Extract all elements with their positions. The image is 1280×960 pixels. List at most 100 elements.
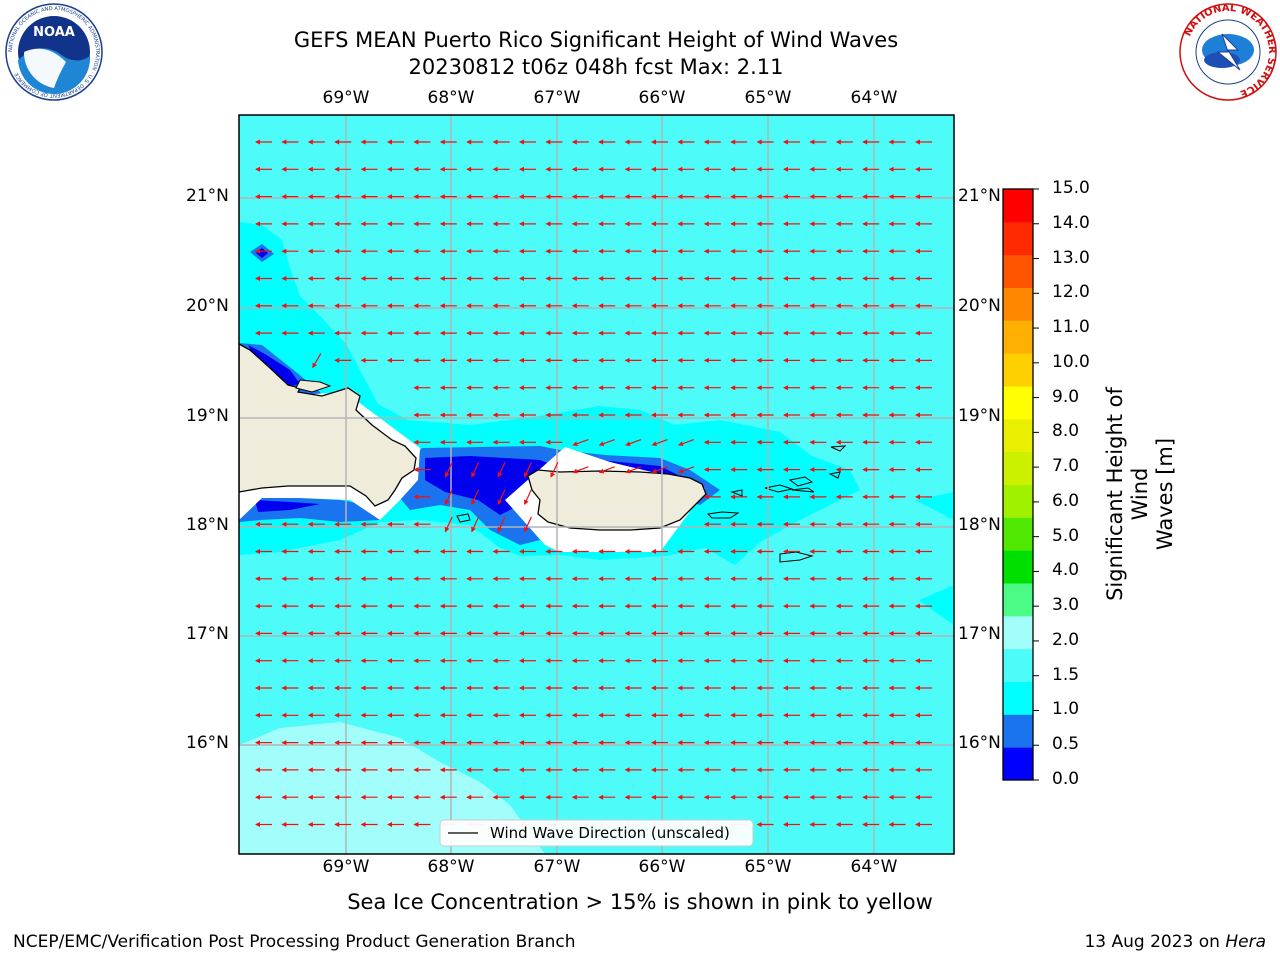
wave-direction-arrow — [387, 194, 404, 200]
wave-direction-arrow — [255, 658, 272, 664]
wave-direction-arrow — [651, 248, 668, 254]
wave-direction-arrow — [915, 521, 932, 527]
lon-label-top: 65°W — [744, 88, 792, 108]
wave-direction-arrow — [281, 276, 299, 281]
wave-direction-arrow — [888, 658, 906, 664]
wave-direction-arrow — [809, 576, 827, 582]
wave-direction-arrow — [730, 357, 748, 363]
colorbar-tick-label: 1.0 — [1052, 699, 1080, 720]
wave-direction-arrow — [598, 303, 616, 309]
noaa-logo-text: NOAA — [33, 25, 75, 40]
wave-direction-arrow — [334, 357, 352, 363]
wave-direction-arrow — [255, 549, 272, 554]
wave-direction-arrow — [255, 576, 272, 582]
wave-direction-arrow — [624, 303, 642, 309]
wave-direction-arrow — [835, 630, 853, 636]
wave-direction-arrow — [413, 822, 431, 827]
wave-direction-arrow — [888, 439, 906, 445]
wave-direction-arrow — [651, 166, 668, 172]
wave-direction-arrow — [387, 740, 404, 746]
wave-direction-arrow — [334, 603, 352, 609]
wave-direction-arrow — [519, 276, 536, 281]
wave-direction-arrow — [307, 221, 325, 227]
wave-direction-arrow — [756, 576, 774, 582]
wave-direction-arrow — [783, 412, 800, 418]
wave-direction-arrow — [387, 357, 404, 363]
wave-direction-arrow — [387, 248, 404, 254]
wave-direction-arrow — [413, 357, 431, 363]
colorbar-tick-label: 10.0 — [1052, 351, 1090, 372]
wave-direction-arrow — [677, 221, 695, 227]
wave-direction-arrow — [466, 248, 484, 254]
wave-direction-arrow — [519, 658, 536, 664]
wave-direction-arrow — [783, 248, 800, 254]
wave-direction-arrow — [360, 767, 378, 773]
wave-direction-arrow — [312, 353, 322, 369]
wave-direction-arrow — [783, 767, 800, 773]
wave-direction-arrow — [334, 276, 352, 281]
wave-direction-arrow — [281, 549, 299, 554]
wave-direction-arrow — [598, 194, 616, 200]
wave-direction-arrow — [835, 221, 853, 227]
wave-direction-arrow — [703, 658, 721, 664]
wave-direction-arrow — [756, 658, 774, 664]
wave-direction-arrow — [888, 549, 906, 554]
wave-direction-arrow — [756, 139, 774, 145]
wave-direction-arrow — [730, 576, 748, 582]
wave-direction-arrow — [255, 139, 272, 145]
wave-direction-arrow — [756, 194, 774, 200]
wave-direction-arrow — [809, 412, 827, 418]
wave-direction-arrow — [809, 276, 827, 281]
wave-direction-arrow — [888, 576, 906, 582]
wave-direction-arrow — [545, 221, 563, 227]
wave-direction-arrow — [439, 794, 457, 800]
wave-direction-arrow — [915, 494, 932, 500]
st-croix-island — [779, 551, 814, 563]
wave-direction-arrow — [835, 712, 853, 718]
wave-direction-arrow — [519, 221, 536, 227]
wave-direction-arrow — [651, 740, 668, 746]
wave-direction-arrow — [571, 276, 589, 281]
wave-direction-arrow — [519, 303, 536, 309]
colorbar-swatch — [1003, 648, 1033, 682]
wave-direction-arrow — [809, 330, 827, 336]
wave-direction-arrow — [835, 521, 853, 527]
wave-direction-arrow — [862, 139, 880, 145]
wave-direction-arrow — [413, 603, 431, 609]
wave-direction-arrow — [571, 794, 589, 800]
wave-direction-arrow — [571, 385, 589, 391]
map-frame — [238, 114, 955, 855]
wave-direction-arrow — [888, 467, 906, 473]
wave-direction-arrow — [571, 357, 589, 363]
wave-direction-arrow — [756, 467, 774, 473]
wave-direction-arrow — [756, 494, 774, 500]
wave-direction-arrow — [497, 462, 506, 478]
wave-direction-arrow — [862, 166, 880, 172]
lon-label-bottom: 67°W — [533, 857, 581, 877]
wave-direction-arrow — [651, 466, 668, 474]
wave-direction-arrow — [809, 467, 827, 473]
wave-direction-arrow — [466, 794, 484, 800]
wave-direction-arrow — [281, 166, 299, 172]
wave-direction-arrow — [888, 139, 906, 145]
wave-direction-arrow — [677, 276, 695, 281]
wave-direction-arrow — [413, 385, 431, 391]
wave-direction-arrow — [703, 412, 721, 418]
wave-direction-arrow — [862, 603, 880, 609]
wave-direction-arrow — [756, 740, 774, 746]
wave-direction-arrow — [387, 139, 404, 145]
wave-direction-arrow — [545, 330, 563, 336]
graticule — [239, 115, 954, 854]
vieques-island — [706, 511, 740, 519]
wave-direction-arrow — [492, 330, 510, 336]
wave-direction-arrow — [888, 712, 906, 718]
wave-direction-arrow — [835, 658, 853, 664]
wave-direction-arrow — [703, 303, 721, 309]
colorbar-tick-label: 12.0 — [1052, 282, 1090, 303]
wave-direction-arrow — [835, 139, 853, 145]
wave-direction-arrow — [730, 767, 748, 773]
wave-direction-arrow — [360, 330, 378, 336]
wave-direction-arrow — [730, 712, 748, 718]
wave-direction-arrow — [624, 712, 642, 718]
wave-direction-arrow — [598, 712, 616, 718]
